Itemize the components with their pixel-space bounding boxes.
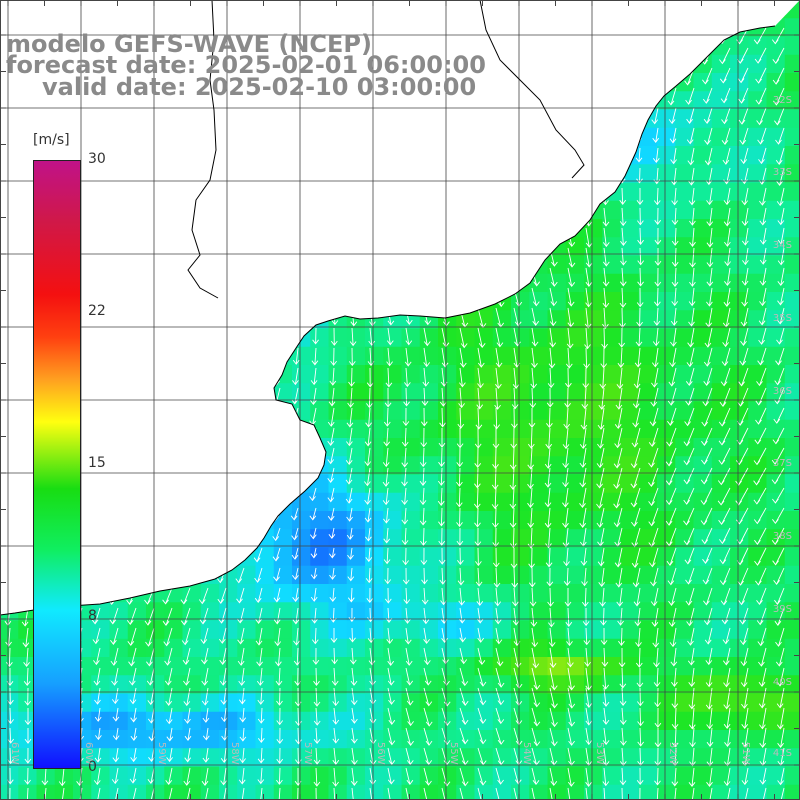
lon-label: 54W — [521, 742, 532, 765]
lat-label: 32S — [772, 95, 792, 106]
lon-label: 60W — [83, 742, 94, 765]
valid-date: valid date: 2025-02-10 03:00:00 — [42, 73, 477, 101]
coastline — [0, 25, 776, 616]
forecast-date: forecast date: 2025-02-01 06:00:00 — [6, 51, 486, 79]
legend-tick-15: 15 — [88, 455, 106, 471]
lat-label: 37S — [772, 458, 792, 469]
lat-label: 40S — [772, 677, 792, 688]
lon-label: 59W — [156, 742, 167, 765]
political-border — [479, 0, 585, 179]
lon-label: 57W — [302, 742, 313, 765]
legend-tick-30: 30 — [88, 151, 106, 167]
lat-label: 33S — [772, 167, 792, 178]
lon-label: 61W — [9, 742, 20, 765]
lat-label: 39S — [772, 604, 792, 615]
legend-tick-8: 8 — [88, 608, 97, 624]
color-scale-bar — [33, 160, 81, 769]
lat-label: 34S — [772, 240, 792, 251]
lon-label: 58W — [229, 742, 240, 765]
lat-label: 41S — [772, 748, 792, 759]
lat-label: 38S — [772, 531, 792, 542]
lon-label: 56W — [375, 742, 386, 765]
political-border — [187, 0, 219, 299]
legend-unit: [m/s] — [33, 132, 70, 148]
lat-label: 35S — [772, 313, 792, 324]
lon-label: 53W — [594, 742, 605, 765]
lat-label: 36S — [772, 386, 792, 397]
lon-label: 55W — [448, 742, 459, 765]
lon-label: 51W — [740, 742, 751, 765]
lon-label: 52W — [667, 742, 678, 765]
map-title: modelo GEFS-WAVE (NCEP) — [6, 30, 372, 58]
legend-tick-22: 22 — [88, 303, 106, 319]
legend-tick-0: 0 — [88, 759, 97, 775]
